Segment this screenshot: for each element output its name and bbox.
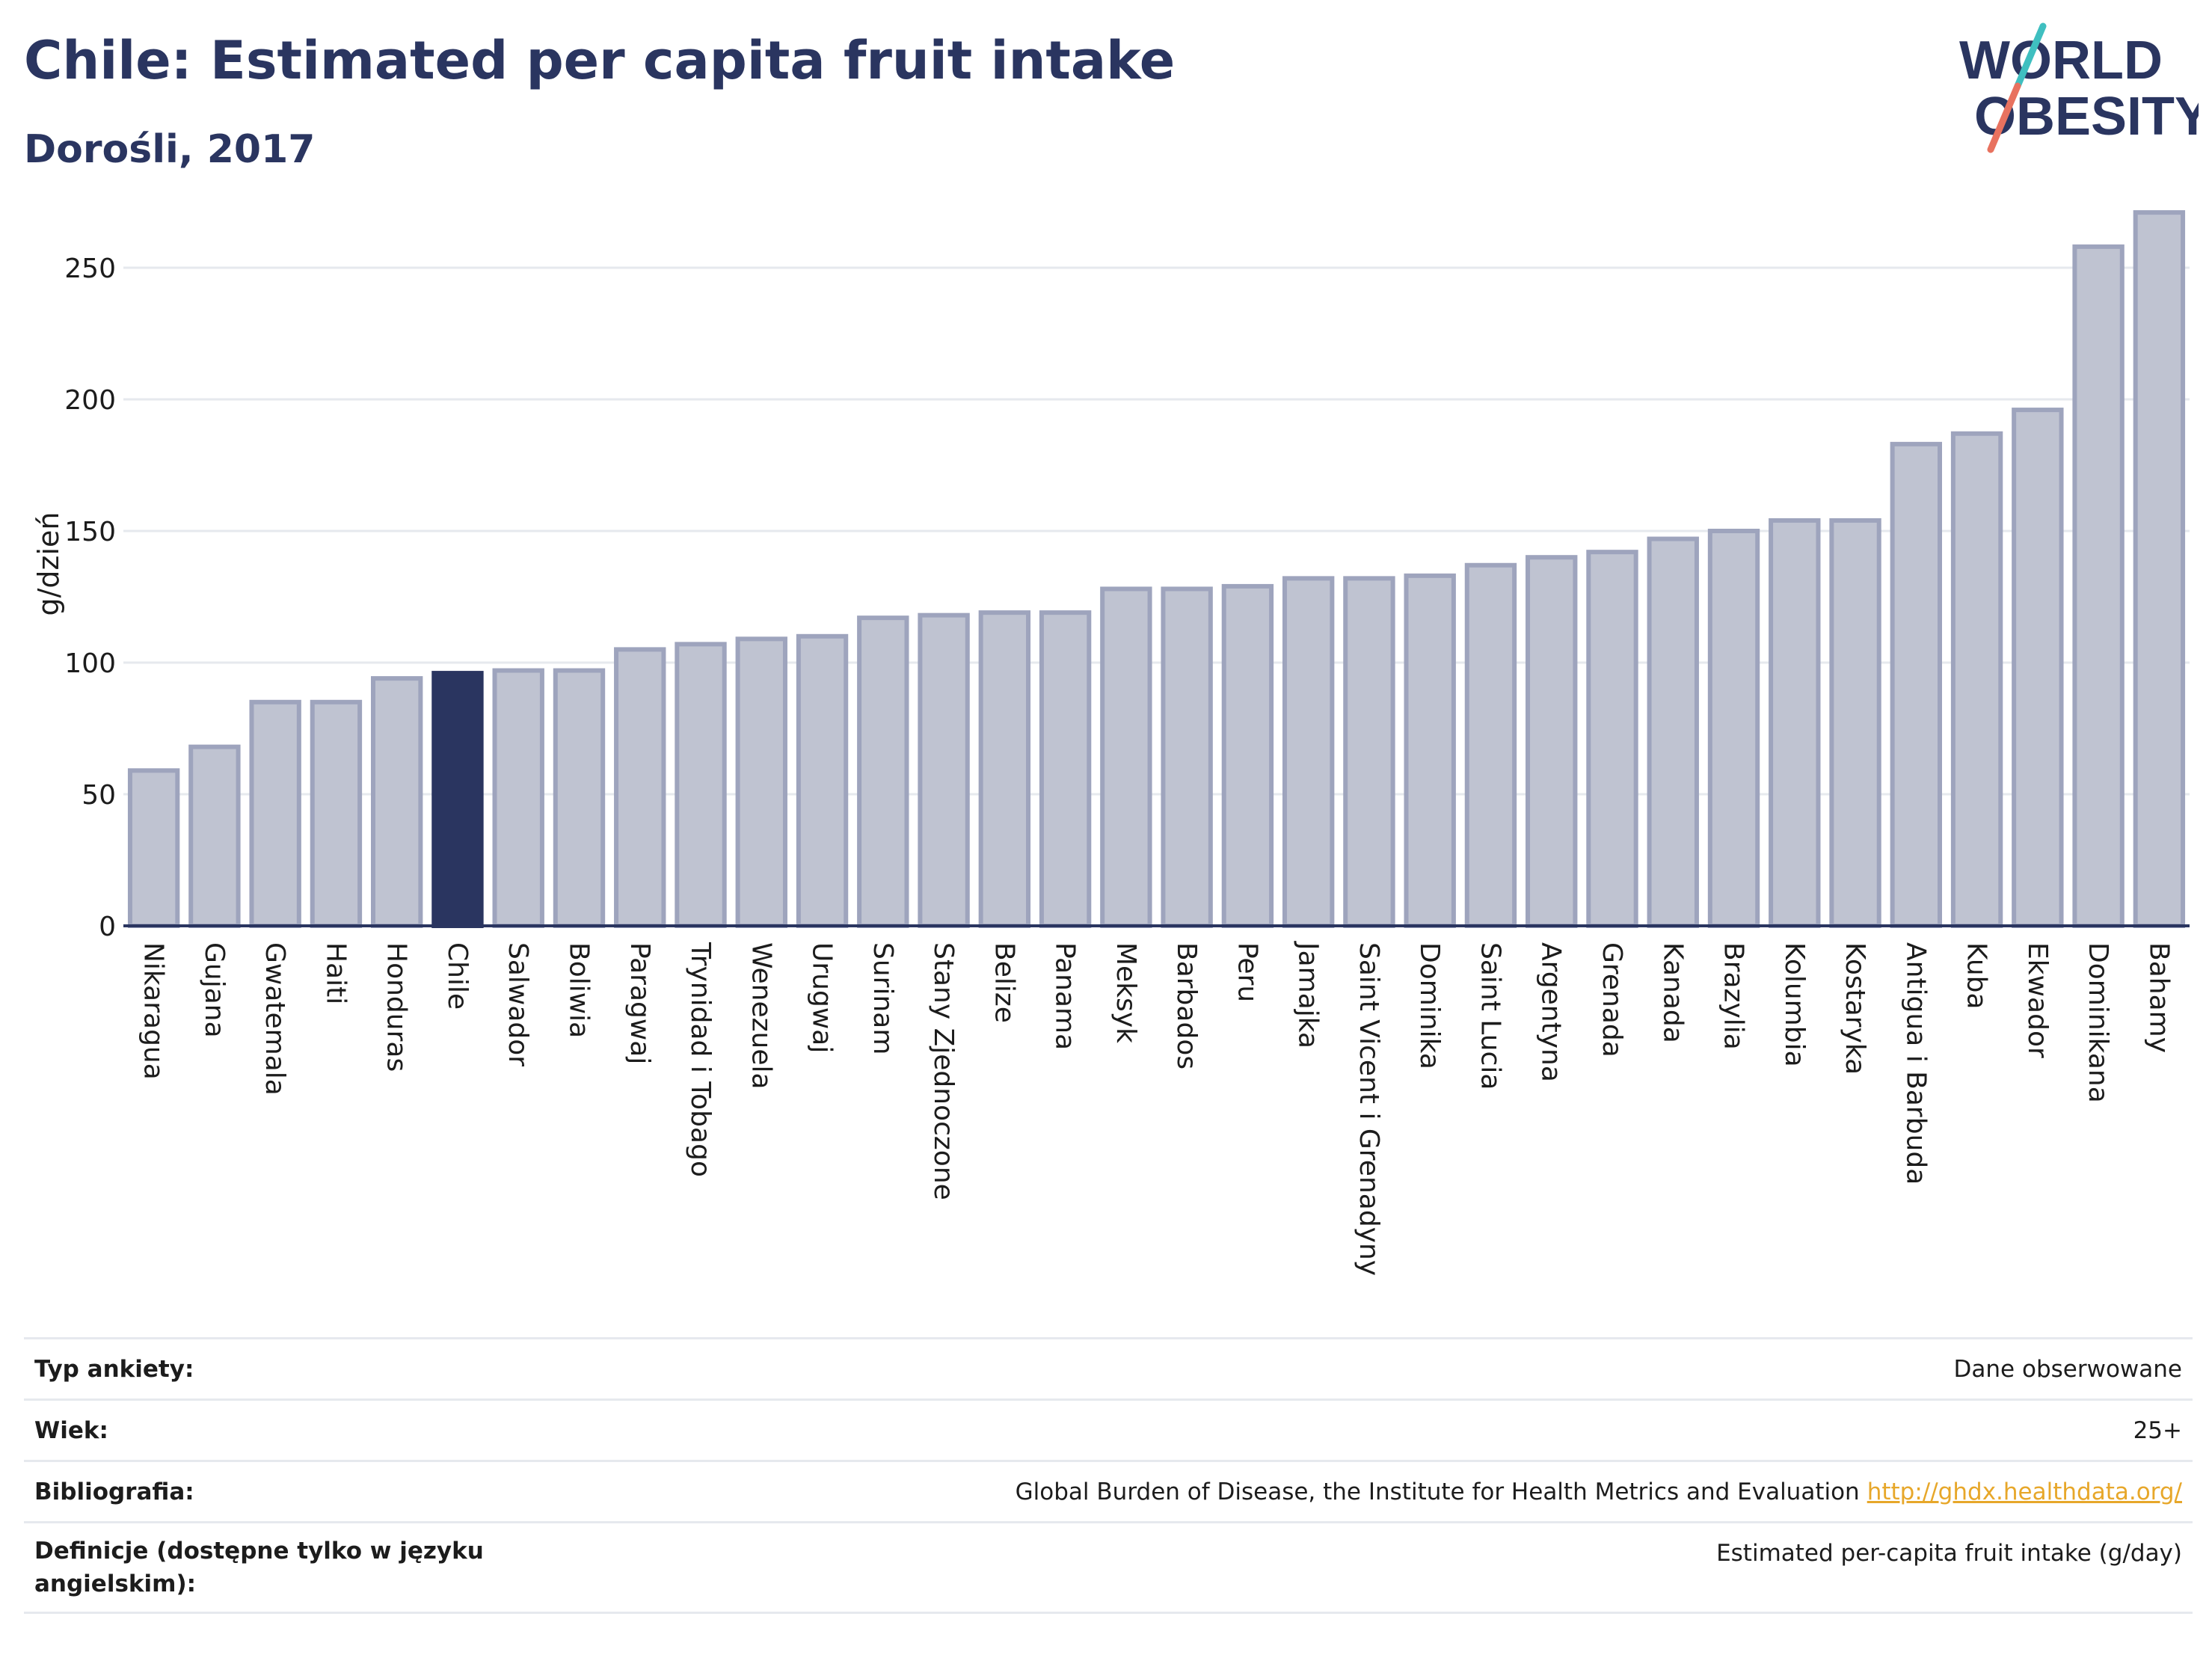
bar [127,768,180,928]
info-value-group: Global Burden of Disease, the Institute … [1016,1479,2182,1505]
bar [1343,576,1395,928]
bar [1100,586,1152,928]
logo-word-world: WORLD [1959,31,2163,90]
info-table: Typ ankiety: Dane obserwowane Wiek: 25+ … [24,1337,2193,1614]
chart-subtitle: Dorośli, 2017 [24,127,316,172]
x-tick-label: Argentyna [1536,942,1567,1082]
x-tick-label: Belize [989,942,1019,1023]
bar [1950,431,2003,928]
bar [1221,583,1274,928]
info-row-age: Wiek: 25+ [24,1398,2193,1460]
x-tick-label: Boliwia [563,942,594,1038]
info-row-survey-type: Typ ankiety: Dane obserwowane [24,1337,2193,1398]
x-tick-label: Saint Lucia [1475,942,1505,1090]
bar [1586,550,1638,928]
bar [370,676,423,928]
bar [1039,610,1092,928]
info-label: Bibliografia: [34,1478,194,1505]
bar [553,668,606,928]
bar [1161,586,1213,928]
bar [249,699,301,928]
x-tick-label: Gwatemala [259,942,290,1096]
bar [1404,573,1456,929]
x-tick-label: Brazylia [1718,942,1749,1050]
x-tick-label: Kostaryka [1840,942,1870,1075]
bar [1829,518,1881,928]
bar [1707,529,1760,928]
logo-slash-teal [2014,22,2047,90]
x-tick-label: Ekwador [2022,942,2053,1058]
x-tick-label: Bahamy [2143,942,2174,1053]
x-tick-label: Stany Zjednoczone [928,942,959,1200]
bar [675,642,727,928]
bar [857,615,909,928]
bar [2072,244,2125,928]
x-tick-label: Grenada [1597,942,1627,1057]
x-tick-label: Kanada [1657,942,1688,1043]
x-tick-label: Saint Vicent i Grenadyny [1354,942,1384,1276]
y-tick-label: 200 [64,385,116,416]
bar [796,633,849,928]
bar [1647,536,1699,928]
info-label: Typ ankiety: [34,1355,194,1383]
x-tick-label: Jamajka [1293,941,1324,1048]
y-tick-label: 250 [64,254,116,284]
bar [492,668,544,928]
info-label: Wiek: [34,1416,108,1444]
x-tick-label: Paragwaj [624,942,655,1064]
bar [1526,555,1578,928]
y-tick-label: 50 [82,780,116,811]
info-row-bibliography: Bibliografia: Global Burden of Disease, … [24,1460,2193,1521]
x-tick-label: Antigua i Barbuda [1900,942,1931,1185]
bar [918,612,970,928]
x-tick-label: Kolumbia [1779,942,1810,1067]
x-tick-label: Meksyk [1110,942,1141,1043]
x-tick-label: Barbados [1171,942,1202,1069]
x-tick-label: Wenezuela [746,942,776,1090]
x-tick-label: Urugwaj [807,942,838,1053]
bar [431,671,484,929]
bar [188,744,241,929]
y-tick-label: 150 [64,517,116,547]
world-obesity-logo: WORLD OBESITY [1959,22,2199,153]
bar [2133,210,2186,928]
x-tick-label: Dominika [1414,942,1445,1069]
logo-slash-coral [1987,82,2021,153]
bar [735,636,787,928]
info-value: Dane obserwowane [1953,1355,2182,1383]
x-tick-label: Trynidad i Tobago [685,942,716,1177]
y-tick-label: 0 [99,912,116,942]
info-row-definitions: Definicje (dostępne tylko w języku angie… [24,1521,2193,1614]
y-axis-label: g/dzień [32,512,65,615]
x-tick-label: Gujana [199,942,230,1038]
x-tick-label: Salwador [503,942,533,1066]
y-tick-label: 100 [64,648,116,679]
x-tick-label: Dominikana [2083,942,2113,1103]
info-value: 25+ [2133,1416,2182,1444]
x-tick-label: Honduras [381,942,412,1072]
x-tick-label: Surinam [867,942,898,1054]
x-tick-label: Panama [1050,942,1081,1050]
bar [310,699,363,928]
bar [2012,408,2064,928]
info-value: Global Burden of Disease, the Institute … [1015,1478,1860,1505]
x-tick-label: Kuba [1961,942,1992,1010]
x-tick-label: Peru [1232,942,1262,1002]
x-tick-label: Haiti [320,942,351,1004]
bar [1890,441,1943,928]
x-tick-label: Nikaragua [138,942,169,1080]
bar [614,647,666,929]
source-link[interactable]: http://ghdx.healthdata.org/ [1867,1478,2182,1505]
info-value: Estimated per-capita fruit intake (g/day… [1716,1540,2182,1567]
bar [1464,562,1517,928]
info-label: Definicje (dostępne tylko w języku angie… [34,1538,484,1597]
bar-chart: 0 50 100 150 200 250 g/dzień Nikaragua Gujana Gwa… [32,210,2190,1276]
bar [1769,518,1821,928]
chart-title: Chile: Estimated per capita fruit intake [24,30,1176,91]
bar [978,610,1031,928]
bar [1282,576,1335,928]
x-tick-label: Chile [442,942,473,1010]
